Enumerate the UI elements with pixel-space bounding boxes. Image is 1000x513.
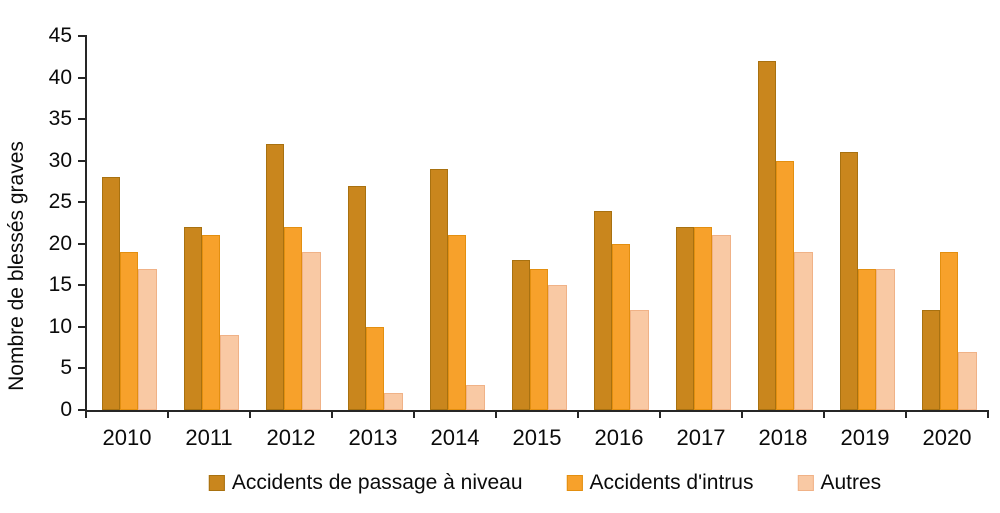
bar <box>794 252 813 410</box>
bar <box>958 351 977 410</box>
legend-swatch <box>208 475 225 491</box>
bar <box>611 243 631 410</box>
bar <box>101 177 120 410</box>
y-axis-line <box>85 35 87 412</box>
y-tick-label: 5 <box>60 356 72 380</box>
x-tick-mark <box>495 412 497 418</box>
y-tick-label: 25 <box>48 190 72 214</box>
x-tick-label: 2012 <box>266 425 316 450</box>
y-tick-mark <box>78 367 86 370</box>
x-tick-mark <box>823 412 825 418</box>
y-tick-mark <box>78 325 86 328</box>
bar <box>384 393 403 410</box>
bar <box>220 335 239 410</box>
x-tick-mark <box>741 412 743 418</box>
legend-swatch <box>797 475 814 491</box>
bar <box>183 227 202 410</box>
bar <box>429 168 448 410</box>
y-tick-label: 10 <box>48 314 72 338</box>
y-tick-label: 40 <box>48 65 72 89</box>
bar <box>876 268 895 410</box>
x-tick-label: 2014 <box>430 425 480 450</box>
x-tick-label: 2019 <box>840 425 890 450</box>
x-tick-label: 2017 <box>676 425 726 450</box>
y-tick-label: 45 <box>48 24 72 47</box>
bar <box>757 60 776 410</box>
bar <box>447 235 467 410</box>
legend-item: Accidents d'intrus <box>566 471 754 495</box>
x-tick-mark <box>249 412 251 418</box>
x-tick-label: 2011 <box>185 425 233 450</box>
x-tick-mark <box>331 412 333 418</box>
y-tick-mark <box>78 201 86 204</box>
legend-item: Accidents de passage à niveau <box>208 471 523 495</box>
x-tick-label: 2013 <box>348 425 398 450</box>
y-tick-mark <box>78 76 86 79</box>
bar <box>529 268 549 410</box>
x-tick-label: 2020 <box>922 425 972 450</box>
bar <box>283 227 303 410</box>
bar <box>857 268 877 410</box>
bar <box>939 252 959 410</box>
legend-label: Accidents d'intrus <box>589 471 754 494</box>
x-tick-label: 2018 <box>758 425 808 450</box>
legend: Accidents de passage à niveau Accidents d… <box>208 471 881 495</box>
bar <box>921 310 940 410</box>
x-tick-mark <box>413 412 415 418</box>
x-tick-mark <box>659 412 661 418</box>
y-tick-label: 15 <box>48 273 72 297</box>
bar <box>548 285 567 410</box>
y-tick-label: 20 <box>48 231 72 255</box>
legend-item: Autres <box>797 471 881 495</box>
x-tick-label: 2016 <box>594 425 644 450</box>
bar <box>365 326 385 410</box>
y-tick-mark <box>78 284 86 287</box>
x-tick-mark <box>987 412 989 418</box>
y-tick-mark <box>78 118 86 121</box>
y-tick-mark <box>78 35 86 37</box>
bar <box>693 227 713 410</box>
y-tick-mark <box>78 409 86 411</box>
bar <box>302 252 321 410</box>
x-tick-label: 2010 <box>102 425 152 450</box>
legend-swatch <box>566 475 583 491</box>
x-tick-mark <box>85 412 87 418</box>
bar <box>775 160 795 410</box>
y-tick-mark <box>78 159 86 162</box>
bar <box>511 260 530 410</box>
bar <box>466 385 485 410</box>
x-tick-label: 2015 <box>512 425 562 450</box>
bar <box>630 310 649 410</box>
bar <box>119 252 139 410</box>
x-tick-mark <box>577 412 579 418</box>
x-axis-line <box>85 410 989 412</box>
bar <box>839 152 858 410</box>
y-axis-title: Nombre de blessés graves <box>5 141 28 391</box>
bar <box>593 210 612 410</box>
y-tick-label: 0 <box>60 398 72 421</box>
bar <box>201 235 221 410</box>
x-tick-mark <box>905 412 907 418</box>
y-tick-label: 35 <box>48 107 72 131</box>
legend-label: Accidents de passage à niveau <box>231 471 523 494</box>
bar <box>265 144 284 410</box>
y-tick-mark <box>78 242 86 245</box>
bar <box>675 227 694 410</box>
legend-label: Autres <box>820 471 882 494</box>
bar <box>712 235 731 410</box>
bar <box>138 268 157 410</box>
y-tick-label: 30 <box>48 148 72 172</box>
x-tick-mark <box>167 412 169 418</box>
bar <box>347 185 366 410</box>
